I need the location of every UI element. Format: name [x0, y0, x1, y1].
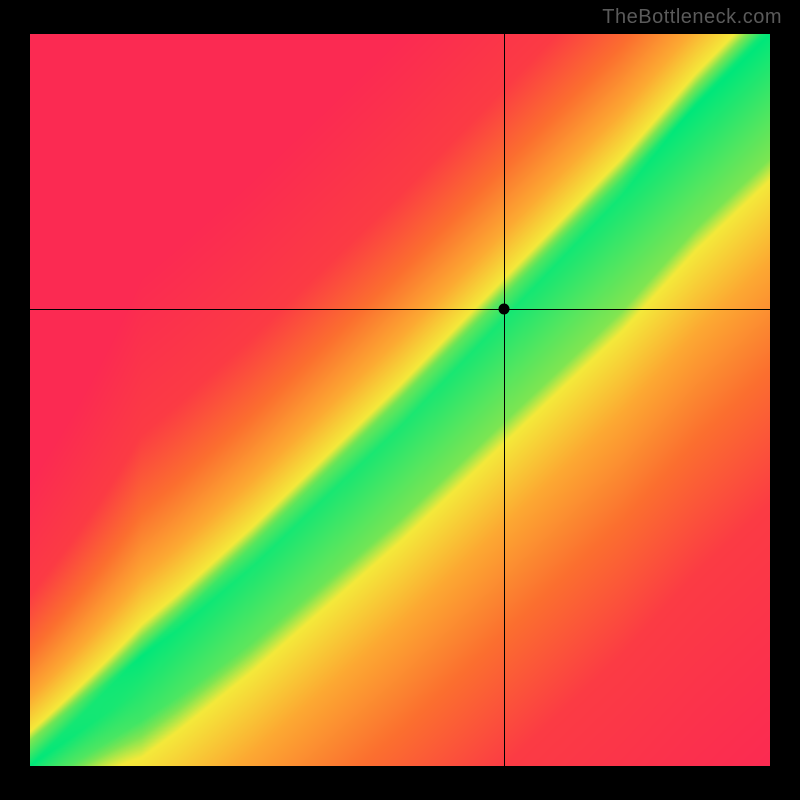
heatmap-canvas [30, 34, 770, 766]
watermark-text: TheBottleneck.com [602, 6, 782, 29]
chart-container: TheBottleneck.com [0, 0, 800, 800]
crosshair-marker [498, 303, 509, 314]
crosshair-vertical [504, 34, 505, 766]
heatmap-plot [30, 34, 770, 766]
crosshair-horizontal [30, 309, 770, 310]
